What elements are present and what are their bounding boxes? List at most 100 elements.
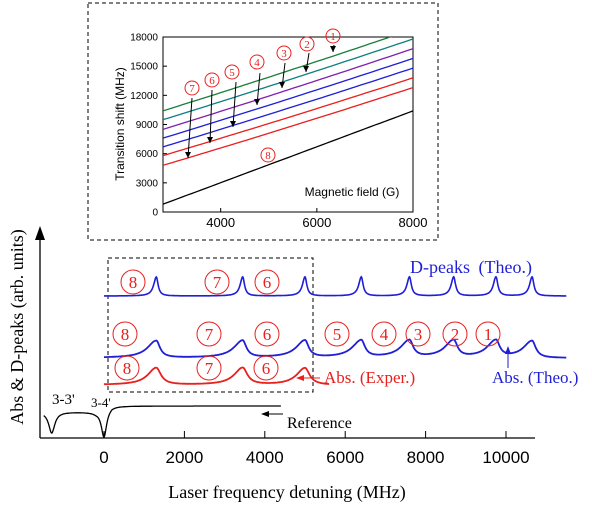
peak-number-circle — [324, 321, 350, 347]
inset-circle-label: 7 — [189, 83, 195, 95]
main-x-axis-label: Laser frequency detuning (MHz) — [168, 482, 405, 503]
peak-number-label: 8 — [121, 325, 130, 344]
label-abs-theo: Abs. (Theo.) — [492, 368, 578, 387]
curve-reference — [43, 405, 281, 439]
label-d-peaks-theo: (Theo.) — [478, 257, 531, 278]
peak-number-circle — [475, 321, 501, 347]
inset-dashed-border — [87, 2, 439, 241]
main-dashed-box — [107, 257, 314, 393]
label-d-peaks-main: D-peaks — [410, 257, 470, 277]
inset-x-tick-label: 4000 — [206, 215, 235, 230]
inset-arrowhead — [303, 66, 309, 72]
inset-transition-line — [163, 110, 413, 205]
peak-number-circle — [114, 355, 140, 381]
circles-top-row: 8 7 6 — [120, 269, 280, 295]
inset-x-tick-label: 8000 — [399, 215, 428, 230]
peak-number-label: 7 — [205, 359, 214, 378]
main-x-ticks: 0 2000 4000 6000 8000 10000 — [99, 431, 530, 467]
inset-circle — [276, 45, 292, 61]
inset-circle — [204, 72, 220, 88]
inset-y-tick-label: 3000 — [136, 178, 159, 189]
peak-number-circle — [204, 269, 230, 295]
inset-arrowhead — [185, 152, 191, 158]
main-chart: Abs & D-peaks (arb. units) 0 2000 4000 6000… — [7, 226, 578, 503]
reference-pointer-head — [261, 411, 269, 417]
inset-circle-label: 3 — [281, 48, 287, 60]
inset-transition-line — [163, 86, 413, 166]
inset-circle — [249, 54, 265, 70]
inset-transition-line — [163, 37, 393, 112]
label-abs-exper: Abs. (Exper.) — [324, 368, 415, 387]
peak-number-label: 8 — [123, 359, 132, 378]
inset-y-tick-label: 6000 — [136, 149, 159, 160]
peak-number-label: 7 — [205, 325, 214, 344]
main-y-axis-label: Abs & D-peaks (arb. units) — [7, 229, 28, 424]
inset-y-tick-label: 15000 — [130, 62, 158, 73]
inset-circle — [260, 147, 276, 163]
label-d-peaks: D-peaks (Theo.) — [410, 257, 532, 278]
peak-number-circle — [253, 355, 279, 381]
peak-number-circle — [405, 321, 431, 347]
peak-number-circle — [371, 321, 397, 347]
inset-circle — [184, 80, 200, 96]
curve-abs-exper — [103, 366, 330, 386]
inset-circle-label: 4 — [254, 57, 260, 69]
abs-exper-pointer-head — [296, 375, 304, 381]
inset-y-tick-label: 0 — [152, 208, 158, 219]
inset-circle-label: 5 — [229, 67, 235, 79]
label-reference: Reference — [287, 415, 352, 432]
peak-number-label: 5 — [333, 325, 342, 344]
inset-chart: 4000 6000 8000 0 3000 6000 9000 12000 15000 18000… — [87, 2, 439, 241]
peak-number-label: 2 — [451, 325, 460, 344]
peak-number-circle — [120, 269, 146, 295]
inset-transition-line — [163, 77, 413, 157]
inset-arrow — [232, 81, 237, 128]
inset-y-tick-label: 9000 — [136, 120, 159, 131]
main-x-tick-label: 2000 — [165, 448, 203, 467]
inset-ticks: 4000 6000 8000 0 3000 6000 9000 12000 15000 18000 — [130, 33, 427, 231]
inset-circle — [325, 28, 341, 44]
main-x-tick-label: 0 — [99, 448, 108, 467]
main-x-tick-label: 10000 — [482, 448, 529, 467]
inset-lines — [163, 37, 413, 205]
inset-transition-line — [163, 67, 413, 148]
label-3-3: 3-3' — [52, 392, 75, 408]
peak-number-circle — [254, 269, 280, 295]
inset-arrowhead — [230, 121, 236, 127]
peak-number-label: 4 — [380, 325, 389, 344]
inset-circle — [299, 36, 315, 52]
inset-arrowhead — [254, 99, 260, 105]
curve-abs-theo — [104, 338, 567, 359]
inset-arrow — [209, 89, 213, 144]
inset-arrowhead — [207, 137, 213, 143]
peak-number-label: 6 — [263, 273, 272, 292]
inset-circle-label: 2 — [304, 39, 310, 51]
curve-d-peaks-theo — [104, 275, 567, 297]
inset-y-tick-label: 12000 — [130, 91, 158, 102]
inset-transition-line — [163, 48, 413, 131]
inset-circle — [224, 64, 240, 80]
peak-number-label: 7 — [213, 273, 222, 292]
inset-x-axis-label: Magnetic field (G) — [305, 185, 400, 199]
inset-transition-line — [163, 38, 413, 121]
inset-arrowhead — [330, 46, 336, 52]
abs-theo-pointer-head — [505, 346, 511, 354]
inset-y-axis-label: Transition shift (MHz) — [113, 67, 127, 181]
peak-number-label: 3 — [414, 325, 423, 344]
peak-number-label: 1 — [484, 325, 493, 344]
circles-mid-row: 8 7 6 5 4 3 2 1 — [112, 321, 501, 347]
inset-circle-label: 6 — [209, 75, 215, 87]
peak-number-circle — [196, 321, 222, 347]
inset-y-tick-label: 18000 — [130, 33, 158, 44]
main-x-tick-label: 6000 — [326, 448, 364, 467]
inset-arrows — [185, 44, 336, 159]
label-3-4: 3-4' — [91, 395, 111, 410]
inset-arrowhead — [279, 82, 285, 88]
inset-circle-label: 1 — [330, 31, 336, 43]
main-x-tick-label: 4000 — [246, 448, 284, 467]
main-x-tick-label: 8000 — [407, 448, 445, 467]
peak-number-circle — [442, 321, 468, 347]
peak-number-circle — [254, 321, 280, 347]
inset-transition-line — [163, 57, 413, 139]
